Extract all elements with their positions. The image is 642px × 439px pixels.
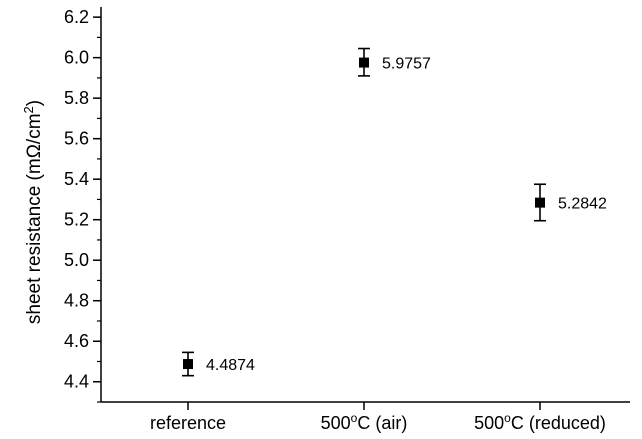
y-tick-label: 5.6	[64, 129, 89, 149]
y-tick-label: 6.0	[64, 48, 89, 68]
data-point-marker	[359, 57, 369, 68]
y-tick-label: 5.8	[64, 88, 89, 108]
x-categories: reference 500oC (air) 500oC (reduced)	[150, 402, 606, 433]
y-tick-label: 4.8	[64, 291, 89, 311]
y-axis-title: sheet resistance (mΩ/cm2)	[21, 100, 46, 324]
x-category-label: reference	[150, 413, 226, 433]
data-point-marker	[535, 197, 545, 208]
data-points: 4.4874 5.9757 5.2842	[182, 47, 607, 377]
y-tick-label: 4.4	[64, 372, 89, 392]
y-tick-label: 4.6	[64, 331, 89, 351]
data-label: 4.4874	[206, 357, 255, 374]
data-point-marker	[183, 359, 193, 370]
data-label: 5.9757	[382, 56, 431, 73]
y-tick-label: 5.2	[64, 210, 89, 230]
x-category-label: 500oC (reduced)	[474, 411, 606, 433]
y-ticks: 4.4 4.6 4.8 5.0 5.2 5.4 5.6 5.8 6.0 6.2	[64, 7, 101, 403]
y-tick-label: 6.2	[64, 7, 89, 27]
y-tick-label: 5.4	[64, 169, 89, 189]
data-label: 5.2842	[558, 196, 607, 213]
y-tick-label: 5.0	[64, 250, 89, 270]
x-category-label: 500oC (air)	[321, 411, 408, 433]
axes	[100, 7, 630, 403]
